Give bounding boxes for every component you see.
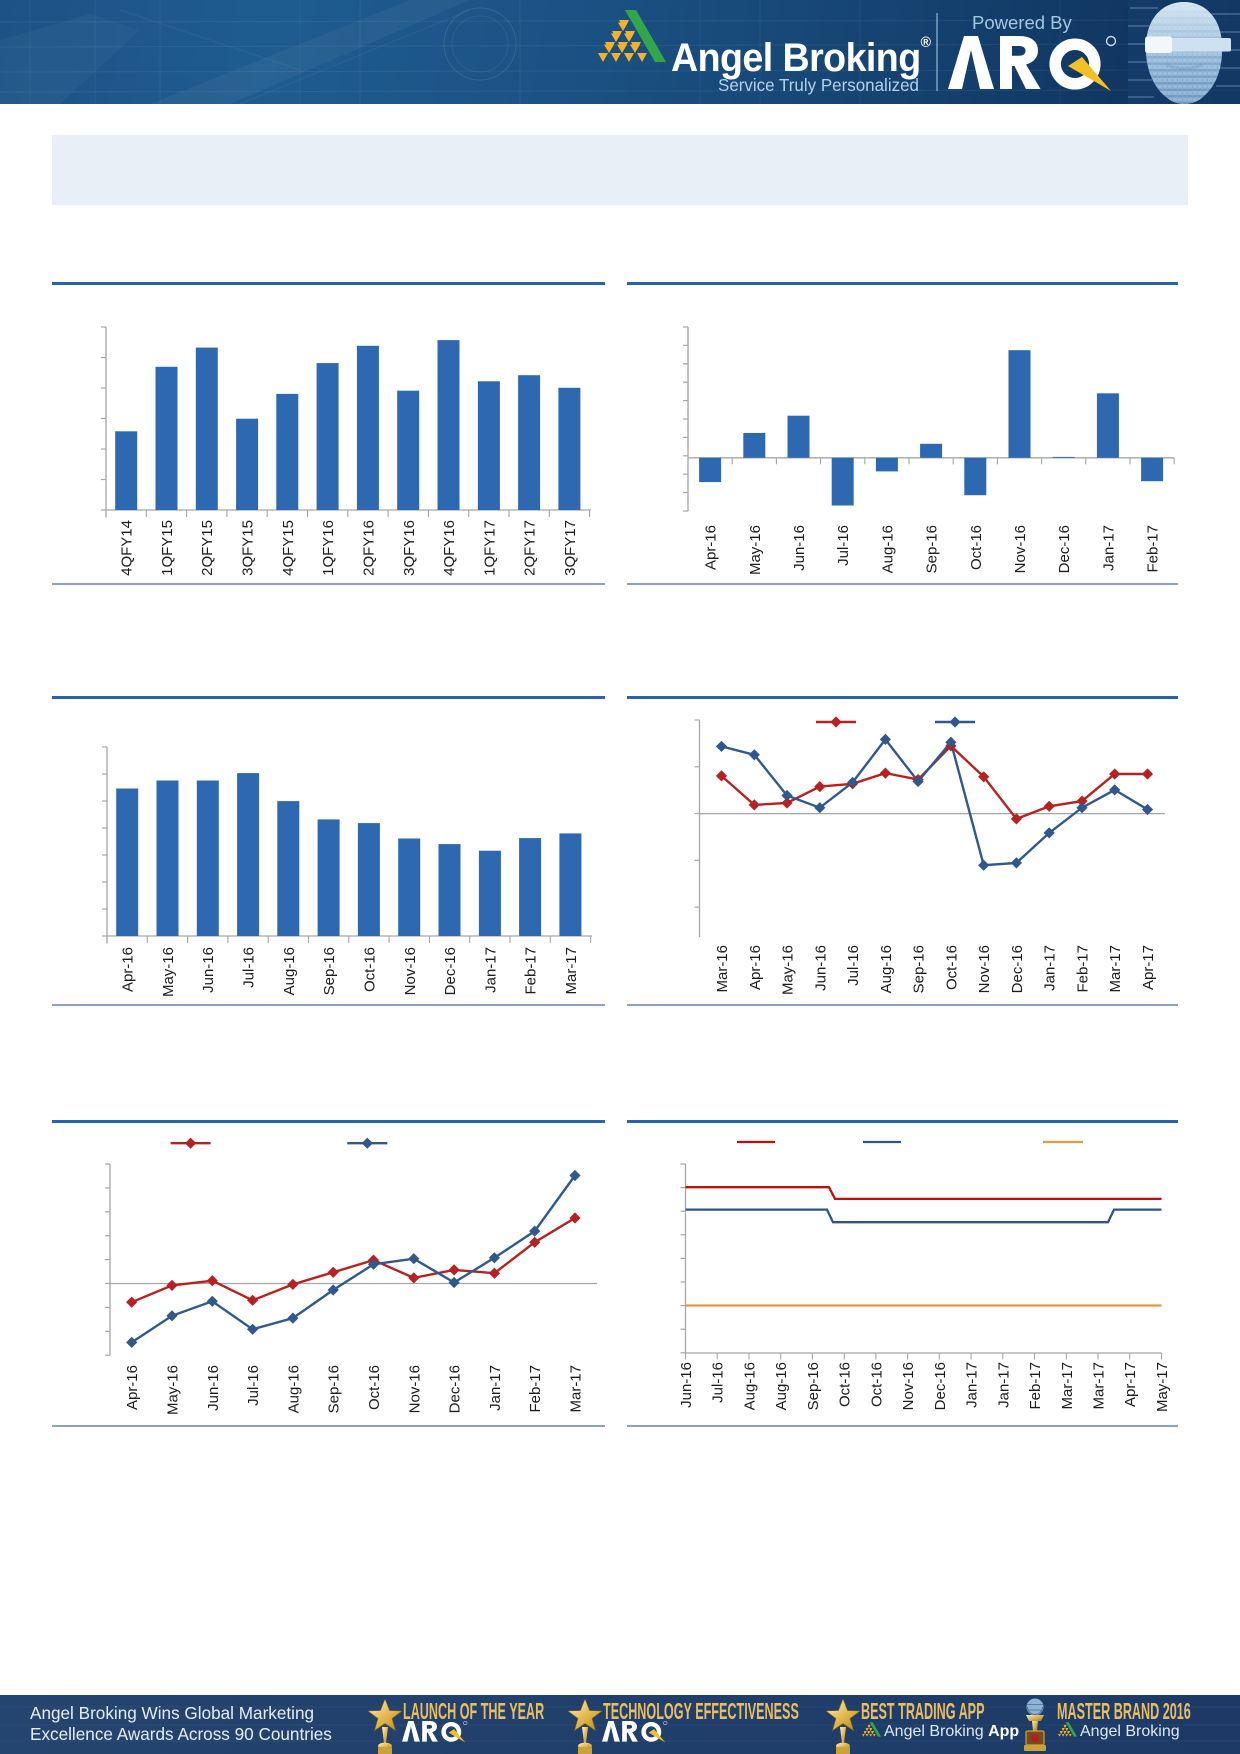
svg-text:Jun-16: Jun-16 bbox=[791, 525, 808, 571]
svg-text:Jan-17: Jan-17 bbox=[482, 947, 499, 993]
svg-text:Oct-16: Oct-16 bbox=[968, 525, 985, 570]
svg-text:Dec-16: Dec-16 bbox=[447, 1365, 464, 1413]
svg-text:Jul-16: Jul-16 bbox=[241, 947, 258, 988]
svg-text:Nov-16: Nov-16 bbox=[1012, 525, 1029, 573]
svg-text:4QFY14: 4QFY14 bbox=[119, 520, 136, 576]
svg-text:Mar-16: Mar-16 bbox=[714, 945, 731, 993]
svg-text:Nov-16: Nov-16 bbox=[900, 1362, 917, 1410]
svg-text:Sep-16: Sep-16 bbox=[321, 947, 338, 995]
svg-text:Dec-16: Dec-16 bbox=[442, 947, 459, 995]
svg-text:Oct-16: Oct-16 bbox=[868, 1362, 885, 1407]
svg-text:Apr-17: Apr-17 bbox=[1140, 945, 1157, 990]
svg-text:4QFY15: 4QFY15 bbox=[280, 520, 297, 576]
svg-text:May-16: May-16 bbox=[747, 525, 764, 575]
svg-text:Jan-17: Jan-17 bbox=[1100, 525, 1117, 571]
svg-text:Jan-17: Jan-17 bbox=[1042, 945, 1059, 991]
svg-text:Feb-17: Feb-17 bbox=[523, 947, 540, 995]
svg-text:Mar-17: Mar-17 bbox=[563, 947, 580, 995]
svg-text:Jul-16: Jul-16 bbox=[710, 1362, 727, 1403]
svg-text:3QFY16: 3QFY16 bbox=[401, 520, 418, 576]
svg-text:May-17: May-17 bbox=[1154, 1362, 1171, 1412]
svg-text:Nov-16: Nov-16 bbox=[976, 945, 993, 993]
svg-text:Aug-16: Aug-16 bbox=[285, 1365, 302, 1413]
svg-text:Sep-16: Sep-16 bbox=[911, 945, 928, 993]
svg-text:Sep-16: Sep-16 bbox=[805, 1362, 822, 1410]
svg-text:Dec-16: Dec-16 bbox=[1009, 945, 1026, 993]
svg-text:Apr-16: Apr-16 bbox=[703, 525, 720, 570]
svg-text:Aug-16: Aug-16 bbox=[878, 945, 895, 993]
svg-text:Jul-16: Jul-16 bbox=[845, 945, 862, 986]
svg-text:Mar-17: Mar-17 bbox=[1107, 945, 1124, 993]
svg-text:Oct-16: Oct-16 bbox=[361, 947, 378, 992]
svg-text:2QFY15: 2QFY15 bbox=[199, 520, 216, 576]
svg-text:2QFY17: 2QFY17 bbox=[522, 520, 539, 576]
svg-text:Jan-17: Jan-17 bbox=[995, 1362, 1012, 1408]
svg-text:Nov-16: Nov-16 bbox=[406, 1365, 423, 1413]
svg-text:Jan-17: Jan-17 bbox=[964, 1362, 981, 1408]
svg-text:May-16: May-16 bbox=[779, 945, 796, 995]
svg-text:Apr-16: Apr-16 bbox=[124, 1365, 141, 1410]
svg-text:Feb-17: Feb-17 bbox=[1145, 525, 1162, 573]
svg-text:Mar-17: Mar-17 bbox=[1059, 1362, 1076, 1410]
svg-text:May-16: May-16 bbox=[164, 1365, 181, 1415]
svg-text:3QFY17: 3QFY17 bbox=[562, 520, 579, 576]
svg-text:Apr-16: Apr-16 bbox=[747, 945, 764, 990]
svg-text:Jan-17: Jan-17 bbox=[487, 1365, 504, 1411]
svg-text:Jun-16: Jun-16 bbox=[205, 1365, 222, 1411]
svg-text:Feb-17: Feb-17 bbox=[527, 1365, 544, 1413]
svg-text:1QFY15: 1QFY15 bbox=[159, 520, 176, 576]
svg-text:Apr-17: Apr-17 bbox=[1122, 1362, 1139, 1407]
svg-text:Aug-16: Aug-16 bbox=[879, 525, 896, 573]
svg-text:Mar-17: Mar-17 bbox=[1090, 1362, 1107, 1410]
svg-text:4QFY16: 4QFY16 bbox=[441, 520, 458, 576]
svg-text:Oct-16: Oct-16 bbox=[943, 945, 960, 990]
svg-text:Dec-16: Dec-16 bbox=[932, 1362, 949, 1410]
svg-text:3QFY15: 3QFY15 bbox=[240, 520, 257, 576]
svg-text:Sep-16: Sep-16 bbox=[924, 525, 941, 573]
svg-text:Nov-16: Nov-16 bbox=[402, 947, 419, 995]
svg-text:May-16: May-16 bbox=[160, 947, 177, 997]
svg-text:Aug-16: Aug-16 bbox=[773, 1362, 790, 1410]
svg-text:Sep-16: Sep-16 bbox=[326, 1365, 343, 1413]
svg-text:Jun-16: Jun-16 bbox=[812, 945, 829, 991]
svg-text:Dec-16: Dec-16 bbox=[1056, 525, 1073, 573]
svg-text:Feb-17: Feb-17 bbox=[1027, 1362, 1044, 1410]
svg-text:1QFY17: 1QFY17 bbox=[481, 520, 498, 576]
svg-text:2QFY16: 2QFY16 bbox=[360, 520, 377, 576]
svg-text:Oct-16: Oct-16 bbox=[837, 1362, 854, 1407]
svg-text:Jun-16: Jun-16 bbox=[678, 1362, 695, 1408]
svg-text:1QFY16: 1QFY16 bbox=[320, 520, 337, 576]
svg-text:Oct-16: Oct-16 bbox=[366, 1365, 383, 1410]
svg-text:Aug-16: Aug-16 bbox=[741, 1362, 758, 1410]
svg-text:Mar-17: Mar-17 bbox=[567, 1365, 584, 1413]
svg-text:Apr-16: Apr-16 bbox=[120, 947, 137, 992]
svg-text:Jul-16: Jul-16 bbox=[245, 1365, 262, 1406]
svg-text:Aug-16: Aug-16 bbox=[281, 947, 298, 995]
svg-text:Feb-17: Feb-17 bbox=[1074, 945, 1091, 993]
svg-text:Jul-16: Jul-16 bbox=[835, 525, 852, 566]
svg-text:Jun-16: Jun-16 bbox=[200, 947, 217, 993]
